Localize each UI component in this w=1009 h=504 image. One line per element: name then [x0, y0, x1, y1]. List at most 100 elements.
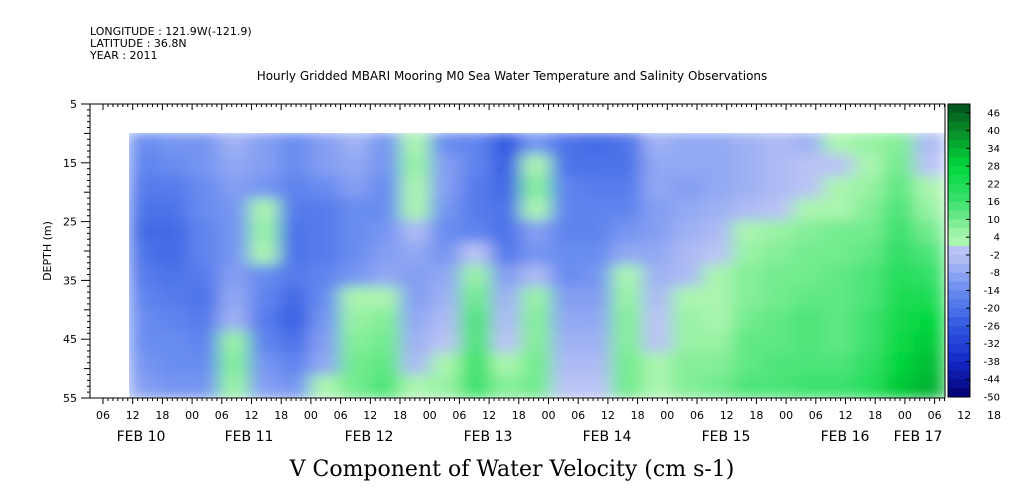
heatmap-cell [883, 352, 916, 377]
heatmap-cell [853, 352, 886, 377]
heatmap-cell [611, 286, 644, 311]
heatmap-cell [641, 198, 674, 223]
heatmap-cell [792, 242, 826, 267]
x-day-label: FEB 13 [464, 429, 513, 445]
heatmap-cell [702, 132, 735, 157]
heatmap-cell [883, 198, 916, 223]
heatmap-cell [883, 264, 916, 289]
heatmap-cell [913, 352, 945, 377]
heatmap-cell [732, 132, 765, 157]
heatmap-cell [823, 374, 856, 398]
heatmap-cell [551, 308, 584, 333]
heatmap-cell [551, 352, 584, 377]
heatmap-cell [581, 220, 614, 245]
heatmap-cell [551, 220, 584, 245]
heatmap-cell [762, 176, 795, 201]
heatmap-cell [913, 132, 945, 157]
heatmap-cell [218, 264, 251, 289]
heatmap-cell [490, 242, 523, 267]
heatmap-cell [369, 308, 402, 333]
heatmap-cell [581, 374, 614, 398]
heatmap-cell [732, 220, 765, 245]
heatmap-cell [853, 308, 886, 333]
heatmap-cell [188, 132, 221, 157]
heatmap-cell [248, 264, 282, 289]
y-axis: 5 15 25 35 45 55 [63, 98, 90, 405]
heatmap-cell [732, 308, 765, 333]
heatmap-cell [248, 154, 282, 179]
heatmap-cell [823, 242, 856, 267]
colorbar-band [948, 334, 970, 345]
heatmap-cell [581, 286, 614, 311]
heatmap-cell [309, 154, 342, 179]
heatmap-cell [520, 220, 554, 245]
colorbar-band [948, 299, 970, 309]
heatmap-cell [702, 330, 735, 355]
heatmap-cell [732, 352, 765, 377]
x-hour-label: 00 [660, 409, 674, 422]
y-tick-label: 25 [63, 216, 77, 229]
x-hour-label: 00 [779, 409, 793, 422]
heatmap-cell [581, 308, 614, 333]
colorbar-band [948, 166, 970, 176]
heatmap-cell [339, 308, 372, 333]
x-day-label: FEB 16 [821, 429, 870, 445]
heatmap-cell [520, 176, 554, 201]
heatmap-cell [853, 154, 886, 179]
x-day-label: FEB 10 [117, 429, 166, 445]
heatmap-cells [128, 132, 945, 398]
heatmap-cell [309, 352, 342, 377]
colorbar-label: -44 [984, 375, 1000, 386]
variable-title: V Component of Water Velocity (cm s-1) [289, 457, 735, 482]
heatmap-cell [279, 176, 312, 201]
heatmap-cell [279, 264, 312, 289]
heatmap-cell [339, 198, 372, 223]
heatmap-cell [581, 264, 614, 289]
heatmap-cell [913, 154, 945, 179]
x-hour-label: 06 [215, 409, 229, 422]
x-hour-label: 06 [809, 409, 823, 422]
x-hour-label: 18 [512, 409, 526, 422]
heatmap-cell [823, 154, 856, 179]
colorbar-band [948, 130, 970, 141]
heatmap-cell [248, 308, 282, 333]
heatmap-cell [248, 352, 282, 377]
heatmap-cell [823, 330, 856, 355]
heatmap-cell [913, 308, 945, 333]
heatmap-cell [913, 242, 945, 267]
heatmap-cell [460, 286, 493, 311]
heatmap-cell [702, 374, 735, 398]
heatmap-cell [792, 330, 826, 355]
heatmap-cell [218, 330, 251, 355]
heatmap-cell [430, 132, 463, 157]
heatmap-cell [551, 242, 584, 267]
colorbar-frame [947, 103, 971, 398]
heatmap-cell [430, 352, 463, 377]
colorbar-band [948, 219, 970, 229]
colorbar-label: -20 [984, 304, 1000, 315]
latitude-label: LATITUDE : 36.8N [90, 37, 187, 50]
heatmap-cell [369, 220, 402, 245]
heatmap-cell [460, 220, 493, 245]
heatmap-cell [641, 330, 674, 355]
heatmap-cell [823, 198, 856, 223]
heatmap-cell [611, 308, 644, 333]
heatmap-cell [339, 286, 372, 311]
heatmap-cell [339, 374, 372, 398]
heatmap-cell [611, 352, 644, 377]
heatmap-cell [641, 242, 674, 267]
heatmap-cell [551, 198, 584, 223]
heatmap-cell [792, 176, 826, 201]
heatmap-cell [883, 132, 916, 157]
heatmap-cell [279, 132, 312, 157]
heatmap-cell [369, 242, 402, 267]
heatmap-cell [400, 308, 433, 333]
heatmap-cell [641, 220, 674, 245]
heatmap-cell [218, 374, 251, 398]
colorbar-label: -38 [984, 357, 1000, 368]
heatmap-cell [369, 352, 402, 377]
heatmap-cell [339, 132, 372, 157]
year-label: YEAR : 2011 [89, 49, 158, 62]
colorbar-band [948, 210, 970, 220]
heatmap-cell [581, 330, 614, 355]
